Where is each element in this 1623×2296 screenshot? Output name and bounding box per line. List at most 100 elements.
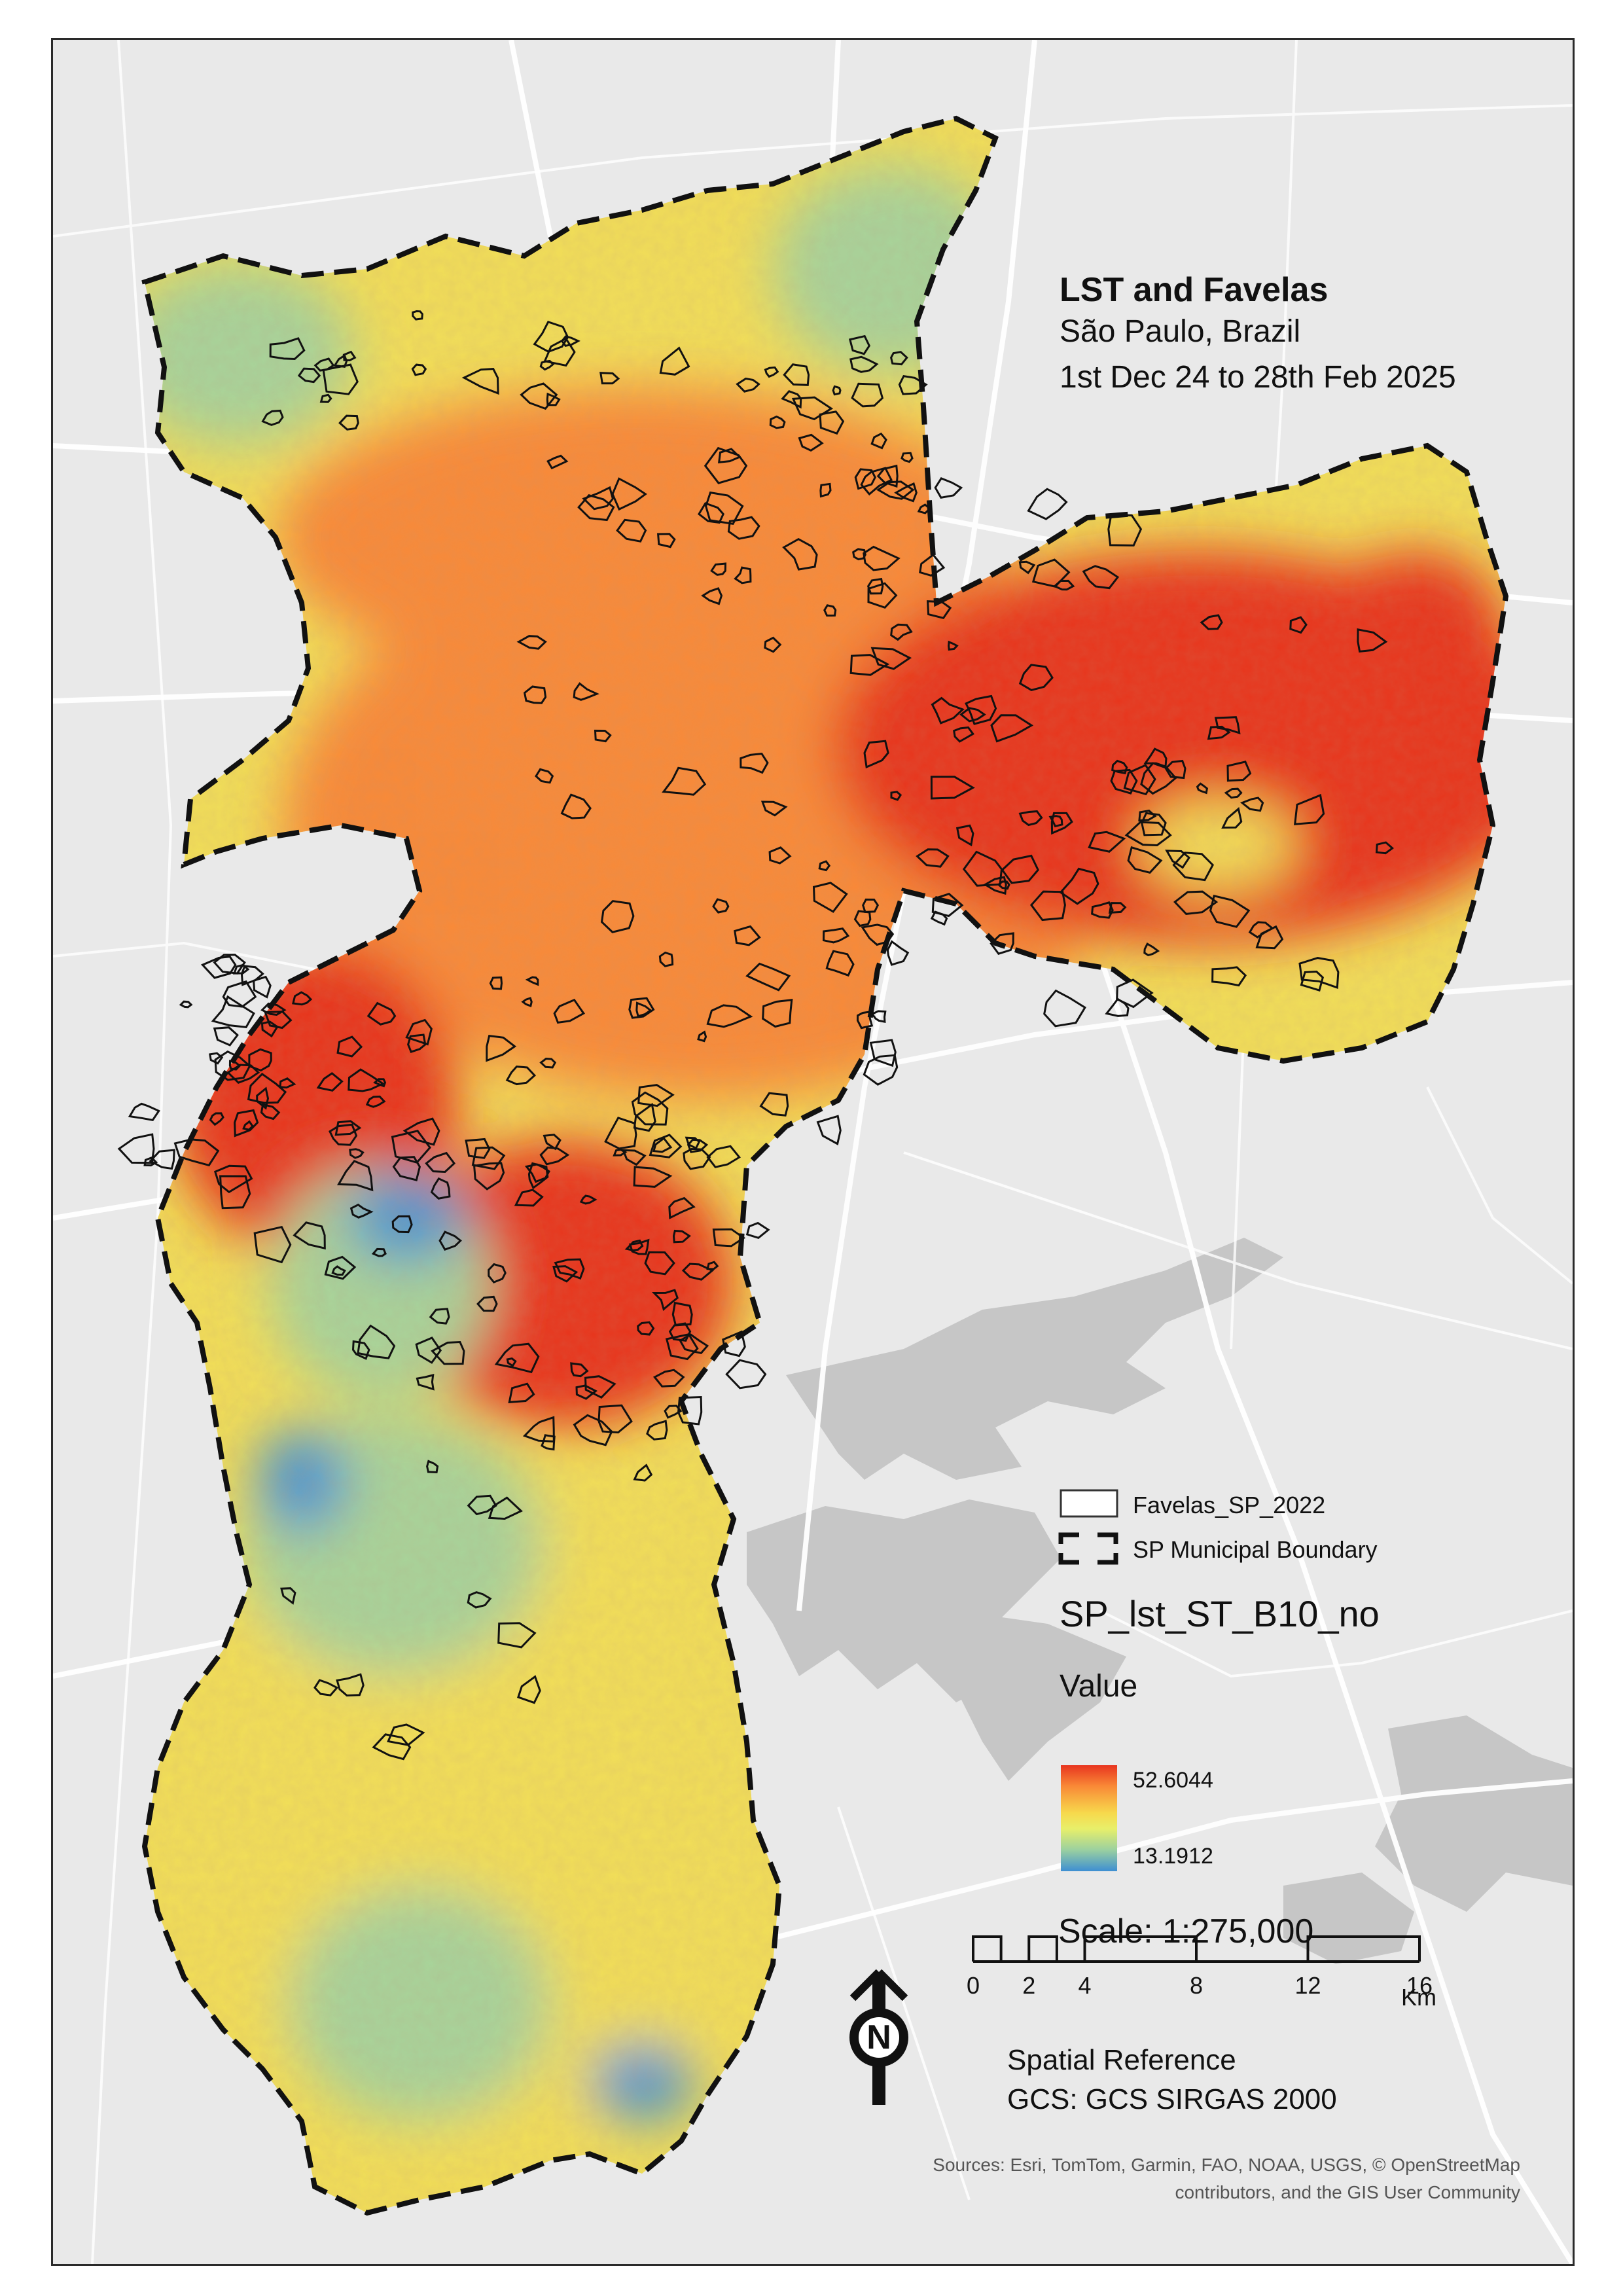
raster-layer-name: SP_lst_ST_B10_no [1060,1593,1380,1634]
favela-polygon [392,1156,421,1181]
favela-polygon [256,1086,270,1110]
favela-polygon [823,604,837,617]
favela-polygon [791,396,834,421]
favela-polygon [539,1146,570,1166]
map-canvas[interactable] [53,40,1573,2264]
favela-polygon [1043,989,1086,1028]
favela-polygon [781,390,802,409]
favela-polygon [539,359,555,371]
favela-polygon [651,1289,679,1311]
favela-polygon [553,998,585,1024]
favela-polygon [953,726,975,743]
favela-polygon [430,1177,451,1200]
favela-polygon [584,1375,616,1399]
favela-polygon [901,452,914,463]
favela-polygon [759,1092,789,1117]
favela-polygon [1143,942,1160,957]
scale-text: Scale: 1:275,000 [1058,1912,1314,1950]
favela-polygon [522,1416,555,1443]
favela-polygon [336,1160,374,1192]
favela-polygon [1105,997,1130,1017]
favela-polygon [870,432,887,450]
favela-polygon [681,1263,715,1281]
favela-polygon [934,476,963,499]
favela-polygon [1255,925,1284,950]
favela-polygon [582,486,615,511]
favela-polygon [652,1369,685,1388]
spatial-reference-heading: Spatial Reference [1007,2044,1236,2076]
favela-polygon [232,963,250,975]
favela-polygon [349,1148,365,1159]
favela-polygon [508,1382,535,1404]
favela-polygon [228,1060,241,1071]
map-period: 1st Dec 24 to 28th Feb 2025 [1060,360,1456,395]
favela-polygon [931,696,965,725]
attribution-line1: Sources: Esri, TomTom, Garmin, FAO, NOAA… [933,2155,1520,2175]
favela-polygon [637,1084,675,1107]
favela-polygon [760,800,788,817]
favela-polygon [633,1102,656,1132]
favela-polygon [209,1112,224,1126]
favela-polygon [710,562,727,576]
boundary-legend-swatch [1058,1532,1118,1565]
favela-polygon [965,694,997,725]
favela-polygon [633,1463,653,1482]
value-heading: Value [1060,1669,1138,1704]
favela-polygon [631,1091,669,1126]
favela-polygon [725,1359,767,1390]
value-color-ramp [1061,1765,1117,1871]
favela-polygon [247,1073,287,1104]
favelas-legend-label: Favelas_SP_2022 [1133,1492,1326,1518]
favela-polygon [706,1145,741,1168]
favela-polygon [293,1221,326,1250]
favela-polygon [652,1137,673,1153]
spatial-reference-value: GCS: GCS SIRGAS 2000 [1007,2083,1337,2115]
favela-polygon [649,1134,683,1158]
favela-polygon [269,337,306,361]
favela-polygon [1123,764,1156,796]
favela-polygon [391,1130,431,1164]
favela-polygon [1214,716,1241,735]
favela-polygon [488,1263,507,1283]
favela-polygon [745,1221,770,1239]
favela-polygon [313,1679,339,1696]
favela-polygon [1127,846,1163,874]
favela-polygon [1107,513,1143,547]
favela-polygon [222,980,257,1008]
scale-segment [1306,1935,1421,1962]
favela-polygon [853,910,872,927]
favela-polygon [429,1308,450,1325]
favela-polygon [261,409,284,426]
favela-polygon [313,357,335,372]
favela-polygon [1226,761,1252,782]
favela-polygon [646,1420,668,1441]
favela-polygon [179,1000,193,1009]
favela-polygon [701,587,723,605]
favela-polygon [357,1324,396,1359]
favela-polygon [520,382,558,410]
favela-polygon [524,1163,550,1183]
favela-polygon [717,448,741,463]
favela-polygon [486,1034,517,1062]
favela-polygon [546,454,569,470]
municipal-boundary[interactable] [141,115,1509,2216]
favela-polygon [736,377,760,393]
favela-polygon [604,1117,637,1150]
favela-polygon [1209,894,1251,928]
favela-polygon [668,1196,696,1220]
scale-segment [972,1935,1003,1962]
favela-polygon [405,1018,433,1046]
favela-polygon [1110,768,1138,795]
favela-polygon [1048,815,1063,828]
favela-polygon [863,1054,899,1086]
favela-polygons[interactable] [117,310,1394,1761]
favela-polygon [253,1225,292,1264]
favela-polygon [890,623,913,641]
favela-polygon [411,363,427,376]
favela-polygon [516,635,547,650]
favela-polygon [402,1117,440,1146]
favela-polygon [727,516,760,540]
favela-polygon [769,415,786,429]
favela-polygon [431,1340,465,1365]
favela-polygon [319,393,332,403]
